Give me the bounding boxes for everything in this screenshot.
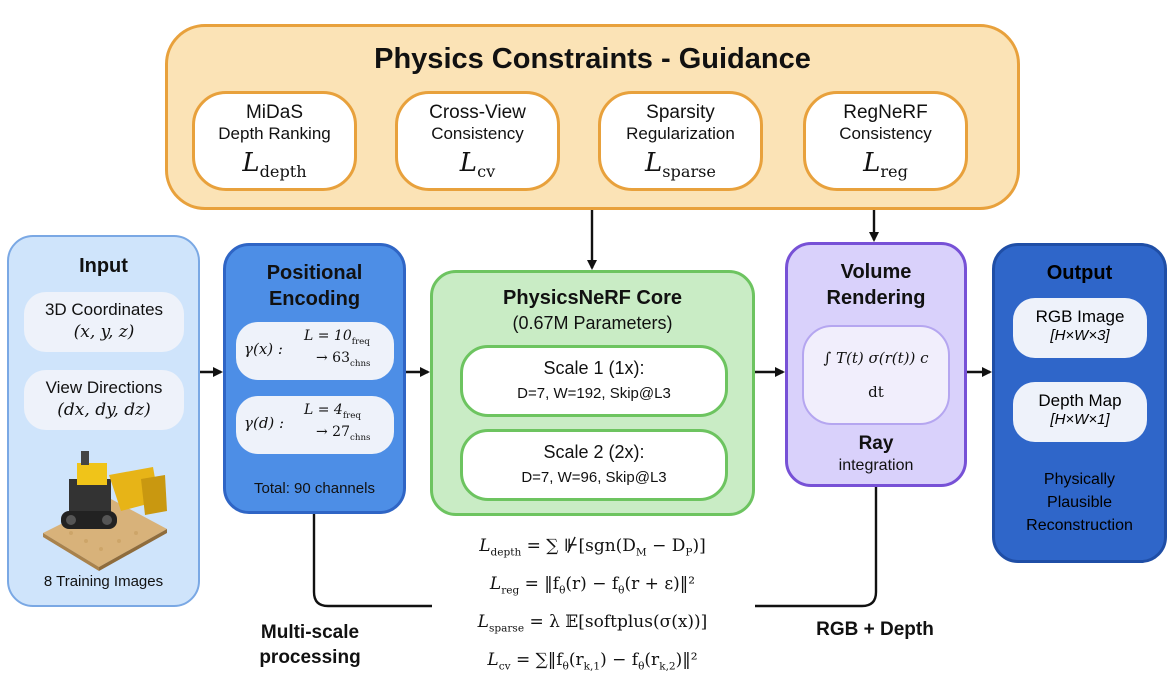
equation-cv: Lcv = ∑‖fθ(rk,1) − fθ(rk,2)‖² xyxy=(487,650,698,673)
integration-label: integration xyxy=(838,457,914,474)
equation-reg: Lreg = ‖fθ(r) − fθ(r + ε)‖² xyxy=(489,574,696,597)
equation-sparse: Lsparse = λ 𝔼[softplus(σ(x))] xyxy=(477,612,708,635)
physicsnerf-core-block: PhysicsNeRF Core (0.67M Parameters) Scal… xyxy=(430,270,755,516)
depth-map-label: Depth Map xyxy=(1038,391,1122,410)
core-params: (0.67M Parameters) xyxy=(512,313,673,333)
constraint-desc: Regularization xyxy=(626,124,735,143)
volume-rendering-block: Volume Rendering ∫ T(t) σ(r(t)) c dt Ray… xyxy=(785,242,967,487)
constraint-name: Sparsity xyxy=(646,102,715,123)
gamma-x-pill: γ(x) : L = 10freq → 63chns xyxy=(236,322,394,380)
constraint-depth-ranking: MiDaS Depth Ranking Ldepth xyxy=(192,91,357,191)
constraint-name: RegNeRF xyxy=(843,102,928,123)
scale-2-detail: D=7, W=96, Skip@L3 xyxy=(521,469,667,486)
gamma-x-fn: γ(x) : xyxy=(244,340,283,358)
rgb-depth-path xyxy=(755,487,878,608)
constraint-loss: Lreg xyxy=(863,148,908,182)
gamma-d-fn: γ(d) : xyxy=(244,414,285,432)
output-title: Output xyxy=(1046,262,1113,284)
core-title: PhysicsNeRF Core xyxy=(503,287,682,309)
output-block: Output RGB Image [H×W×3] Depth Map [H×W×… xyxy=(992,243,1167,563)
encoding-title-2: Encoding xyxy=(268,288,361,310)
constraint-loss: Lsparse xyxy=(645,148,716,182)
scale-1-block: Scale 1 (1x): D=7, W=192, Skip@L3 xyxy=(460,345,728,417)
rgb-image-label: RGB Image xyxy=(1035,307,1125,326)
directions-label: View Directions xyxy=(45,378,163,397)
equation-depth: Ldepth = ∑ ⊮[sgn(DM − DP)] xyxy=(479,536,706,559)
gamma-d-chns: → 27chns xyxy=(316,424,371,443)
rendering-title-2: Rendering xyxy=(826,287,926,309)
coords-pill: 3D Coordinates (x, y, z) xyxy=(24,292,184,352)
encoding-title-1: Positional xyxy=(266,262,363,284)
multiscale-path xyxy=(312,514,432,608)
constraint-cross-view: Cross-View Consistency Lcv xyxy=(395,91,560,191)
constraint-name: MiDaS xyxy=(245,102,303,123)
constraint-desc: Consistency xyxy=(839,124,932,143)
gamma-x-freq: L = 10freq xyxy=(304,328,370,347)
integral-dt: dt xyxy=(868,383,884,401)
rgb-image-pill: RGB Image [H×W×3] xyxy=(1013,298,1147,358)
integral-formula: ∫ T(t) σ(r(t)) c xyxy=(823,349,929,367)
scale-2-block: Scale 2 (2x): D=7, W=96, Skip@L3 xyxy=(460,429,728,501)
rgb-image-dims: [H×W×3] xyxy=(1050,327,1110,344)
input-title: Input xyxy=(79,255,128,277)
images-label: 8 Training Images xyxy=(43,573,164,590)
coords-label: 3D Coordinates xyxy=(44,300,164,319)
depth-map-dims: [H×W×1] xyxy=(1050,411,1110,428)
directions-pill: View Directions (dx, dy, dz) xyxy=(24,370,184,430)
rgb-depth-caption: RGB + Depth xyxy=(816,619,934,640)
gamma-d-freq: L = 4freq xyxy=(304,402,361,421)
physics-constraints-panel: Physics Constraints - Guidance MiDaS Dep… xyxy=(165,24,1020,210)
scale-1-label: Scale 1 (1x): xyxy=(543,358,645,378)
rendering-title-1: Volume xyxy=(840,261,912,283)
scale-1-detail: D=7, W=192, Skip@L3 xyxy=(517,385,671,402)
lego-training-image xyxy=(43,451,167,571)
scale-2-label: Scale 2 (2x): xyxy=(543,442,645,462)
positional-encoding-block: Positional Encoding γ(x) : L = 10freq → … xyxy=(223,243,406,514)
ray-label: Ray xyxy=(858,433,894,454)
input-block: Input 3D Coordinates (x, y, z) View Dire… xyxy=(7,235,200,607)
depth-map-pill: Depth Map [H×W×1] xyxy=(1013,382,1147,442)
encoding-total: Total: 90 channels xyxy=(254,480,375,497)
integral-pill: ∫ T(t) σ(r(t)) c dt xyxy=(802,325,950,425)
directions-math: (dx, dy, dz) xyxy=(57,400,151,420)
constraint-desc: Depth Ranking xyxy=(218,124,331,143)
constraint-regnerf: RegNeRF Consistency Lreg xyxy=(803,91,968,191)
gamma-d-pill: γ(d) : L = 4freq → 27chns xyxy=(236,396,394,454)
constraint-desc: Consistency xyxy=(431,124,524,143)
multiscale-caption: Multi-scale processing xyxy=(259,622,361,668)
constraint-sparsity: Sparsity Regularization Lsparse xyxy=(598,91,763,191)
output-description: Physically Plausible Reconstruction xyxy=(1026,471,1133,534)
gamma-x-chns: → 63chns xyxy=(316,350,371,369)
constraint-loss: Lcv xyxy=(459,148,496,182)
coords-math: (x, y, z) xyxy=(73,322,135,342)
constraint-name: Cross-View xyxy=(429,102,526,123)
physics-title: Physics Constraints - Guidance xyxy=(374,43,811,75)
constraint-loss: Ldepth xyxy=(242,148,307,182)
